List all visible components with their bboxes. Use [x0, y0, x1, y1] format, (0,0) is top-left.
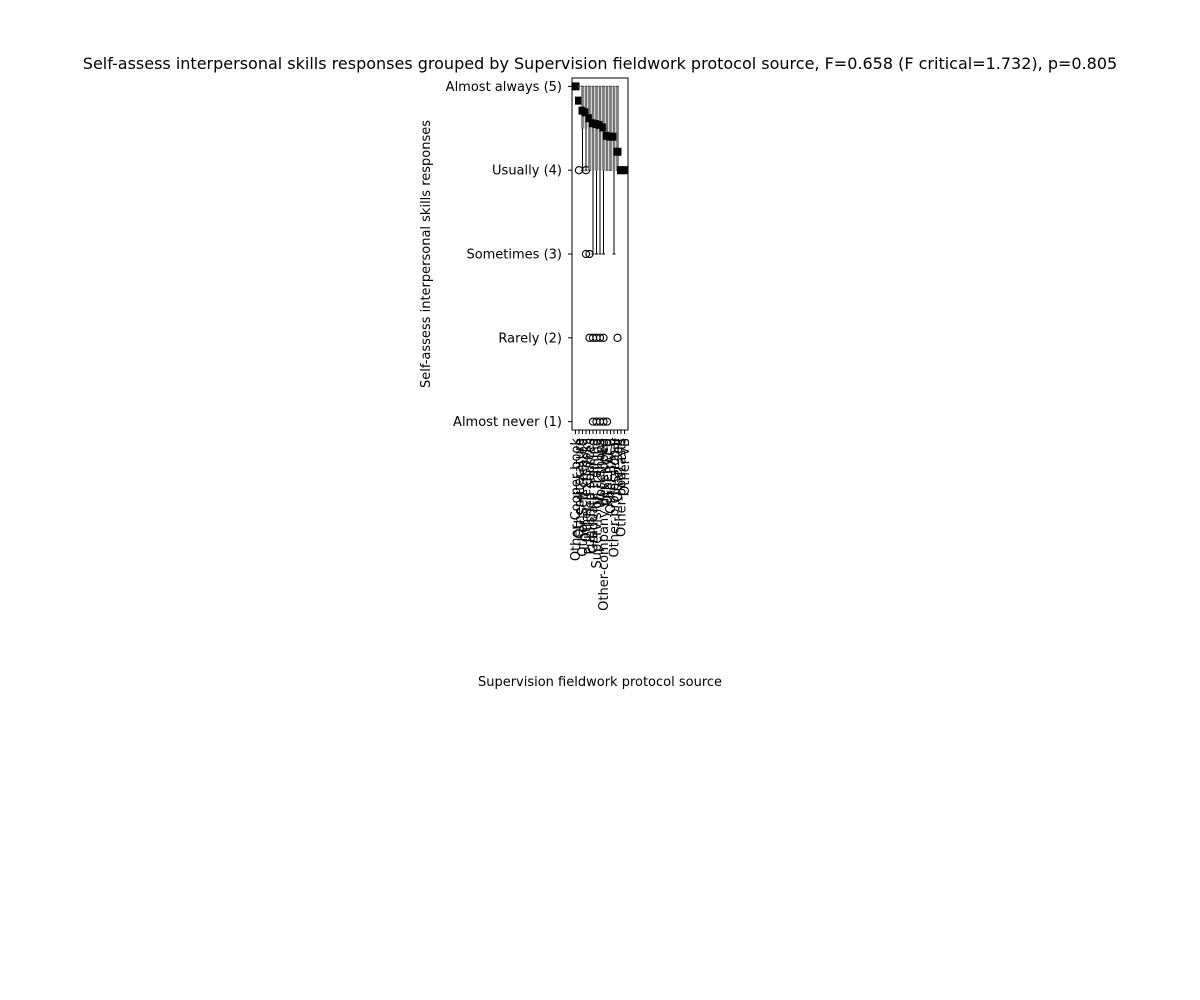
x-tick-label: Other-podcasts — [615, 438, 630, 537]
x-tick-label: Graduate training — [587, 438, 602, 553]
outlier-point — [581, 249, 591, 259]
box — [616, 86, 619, 171]
box — [609, 86, 612, 171]
x-tick-label: Other-CEU — [601, 438, 616, 506]
y-tick-label: Almost never (1) — [453, 415, 562, 430]
x-tick-label: Workshops — [594, 438, 609, 509]
box — [591, 86, 595, 171]
mean-marker — [613, 147, 622, 156]
x-tick-label: Other-company developed — [597, 438, 612, 611]
x-tick-label: Other-VB — [618, 438, 633, 496]
x-tick-label: Other-self — [611, 438, 626, 502]
x-tick-label: Other-Cooper book — [569, 438, 584, 562]
chart-title: Self-assess interpersonal skills respons… — [83, 54, 1117, 73]
mean-marker — [575, 96, 583, 105]
mean-marker — [571, 82, 580, 91]
x-tick-label: Supervision training — [590, 438, 605, 568]
x-tick-label: Other-Textbooks — [580, 438, 595, 543]
mean-marker — [610, 132, 618, 141]
x-tick-label: Published sources — [583, 438, 598, 555]
mean-marker — [620, 166, 629, 175]
box — [588, 86, 591, 171]
mean-marker — [599, 123, 608, 132]
axes-frame — [571, 77, 629, 431]
y-tick-label: Rarely (2) — [498, 331, 562, 346]
mean-marker — [585, 114, 594, 123]
y-tick-label: Usually (4) — [492, 164, 562, 179]
y-tick-label: Almost always (5) — [446, 80, 562, 95]
plot-area: Almost always (5) Usually (4) Sometimes (3… — [446, 77, 633, 611]
x-tick-label: Other-professional — [608, 438, 623, 558]
y-axis-label: Self-assess interpersonal skills respons… — [419, 120, 434, 388]
y-tick-label: Sometimes (3) — [466, 248, 562, 263]
outlier-point — [602, 417, 612, 426]
outlier-point — [599, 417, 608, 426]
outlier-point — [599, 333, 608, 342]
mean-marker — [582, 108, 590, 117]
x-tick-label: Other-literature — [573, 438, 588, 539]
x-axis-label: Supervision fieldwork protocol source — [478, 675, 722, 690]
outlier-point — [595, 333, 605, 342]
x-tick-label: Other-BACB — [604, 438, 619, 514]
outlier-point — [613, 333, 622, 342]
x-tick-label: Other-Self-created — [576, 438, 591, 557]
